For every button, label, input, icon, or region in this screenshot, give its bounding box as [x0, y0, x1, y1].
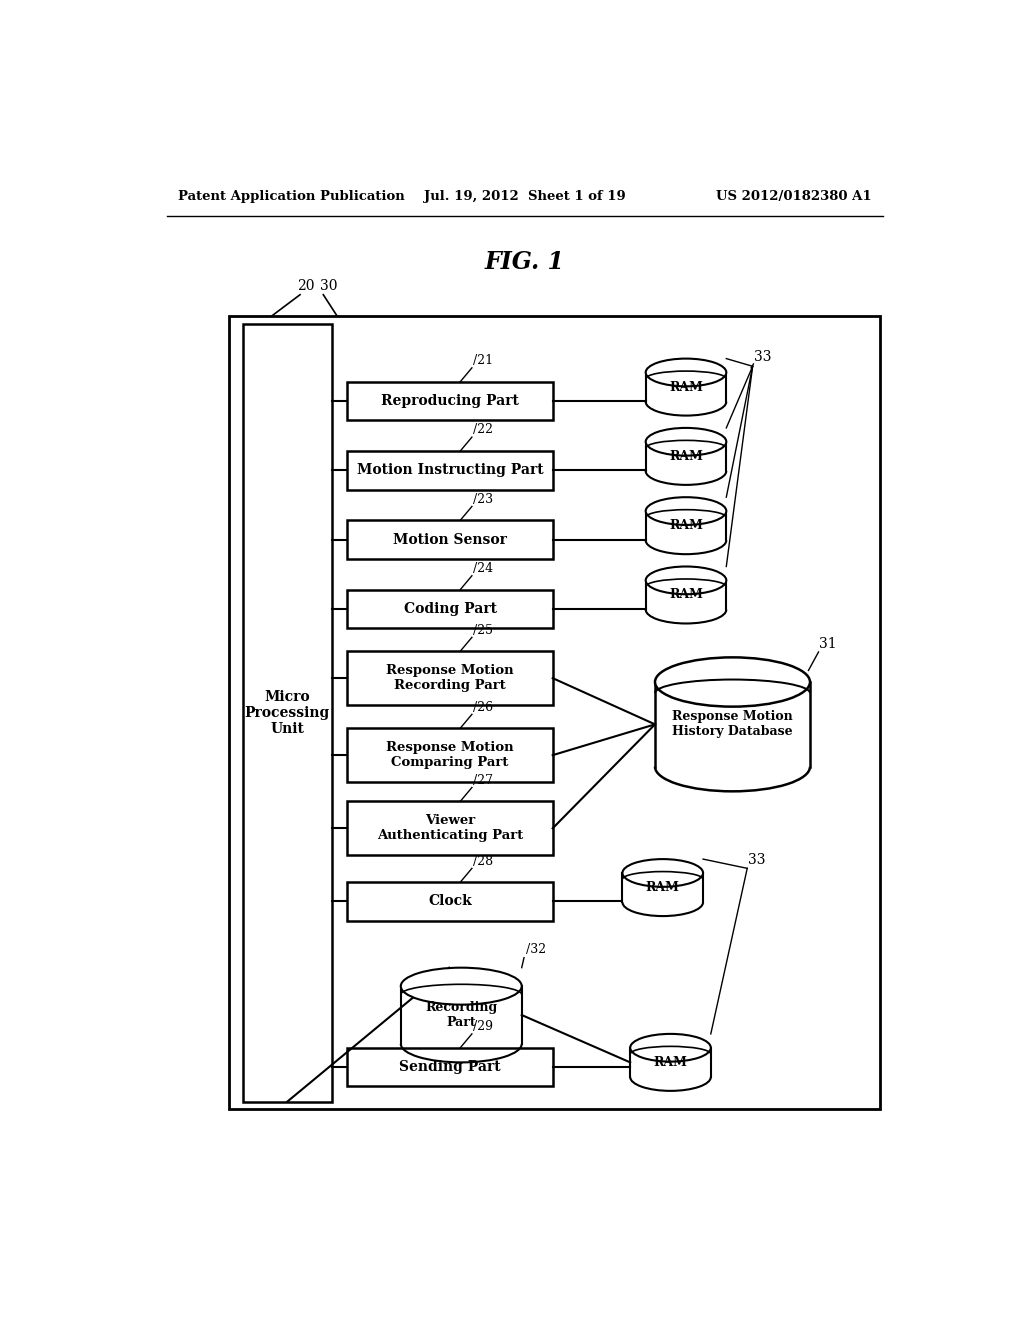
Bar [646, 581, 726, 610]
Text: Viewer
Authenticating Part: Viewer Authenticating Part [377, 814, 523, 842]
Bar [347, 651, 553, 705]
Text: /26: /26 [473, 701, 493, 714]
Text: RAM: RAM [669, 380, 702, 393]
Ellipse shape [655, 657, 810, 706]
Bar [347, 801, 553, 855]
Bar [347, 1048, 553, 1086]
Text: /24: /24 [473, 562, 493, 576]
Bar [243, 323, 332, 1102]
Text: Micro
Processing
Unit: Micro Processing Unit [245, 689, 330, 737]
Text: Response Motion
Comparing Part: Response Motion Comparing Part [386, 741, 514, 770]
Bar [646, 442, 726, 471]
Text: RAM: RAM [646, 880, 680, 894]
Text: Response Motion
History Database: Response Motion History Database [672, 710, 793, 738]
Text: RAM: RAM [669, 589, 702, 602]
Bar [228, 317, 880, 1109]
Ellipse shape [646, 498, 726, 525]
Text: Coding Part: Coding Part [403, 602, 497, 616]
Bar [630, 1048, 711, 1077]
Text: 33: 33 [755, 350, 772, 364]
Text: /23: /23 [473, 492, 493, 506]
Text: /32: /32 [525, 942, 546, 956]
Bar [347, 729, 553, 781]
Bar [400, 986, 521, 1044]
Text: Sending Part: Sending Part [399, 1060, 501, 1074]
Text: 20: 20 [297, 279, 314, 293]
Bar [347, 882, 553, 921]
Text: 33: 33 [748, 853, 766, 867]
Text: RAM: RAM [669, 450, 702, 463]
Text: US 2012/0182380 A1: US 2012/0182380 A1 [717, 190, 872, 203]
Bar [347, 590, 553, 628]
Text: Response Motion
Recording Part: Response Motion Recording Part [386, 664, 514, 692]
Text: RAM: RAM [669, 519, 702, 532]
Bar [347, 451, 553, 490]
Text: Motion Instructing Part: Motion Instructing Part [356, 463, 544, 478]
Text: FIG. 1: FIG. 1 [484, 251, 565, 275]
Text: Patent Application Publication: Patent Application Publication [178, 190, 406, 203]
Text: /27: /27 [473, 774, 493, 787]
Text: RAM: RAM [653, 1056, 687, 1069]
Bar [646, 372, 726, 401]
Text: Recording
Part: Recording Part [425, 1001, 498, 1030]
Text: /22: /22 [473, 424, 493, 437]
Ellipse shape [623, 859, 703, 887]
Text: 31: 31 [819, 638, 837, 651]
Ellipse shape [646, 566, 726, 594]
Text: /25: /25 [473, 623, 493, 636]
Bar [623, 873, 703, 903]
Text: Jul. 19, 2012  Sheet 1 of 19: Jul. 19, 2012 Sheet 1 of 19 [424, 190, 626, 203]
Text: /21: /21 [473, 354, 493, 367]
Text: /29: /29 [473, 1020, 493, 1034]
Text: Clock: Clock [428, 895, 472, 908]
Text: 30: 30 [321, 279, 338, 293]
Ellipse shape [400, 968, 521, 1005]
Bar [347, 381, 553, 420]
Ellipse shape [646, 428, 726, 455]
Text: Motion Sensor: Motion Sensor [393, 532, 507, 546]
Bar [646, 511, 726, 540]
Text: /28: /28 [473, 854, 493, 867]
Text: Reproducing Part: Reproducing Part [381, 393, 519, 408]
Ellipse shape [630, 1034, 711, 1061]
Bar [655, 682, 810, 767]
Ellipse shape [646, 359, 726, 387]
Bar [347, 520, 553, 558]
